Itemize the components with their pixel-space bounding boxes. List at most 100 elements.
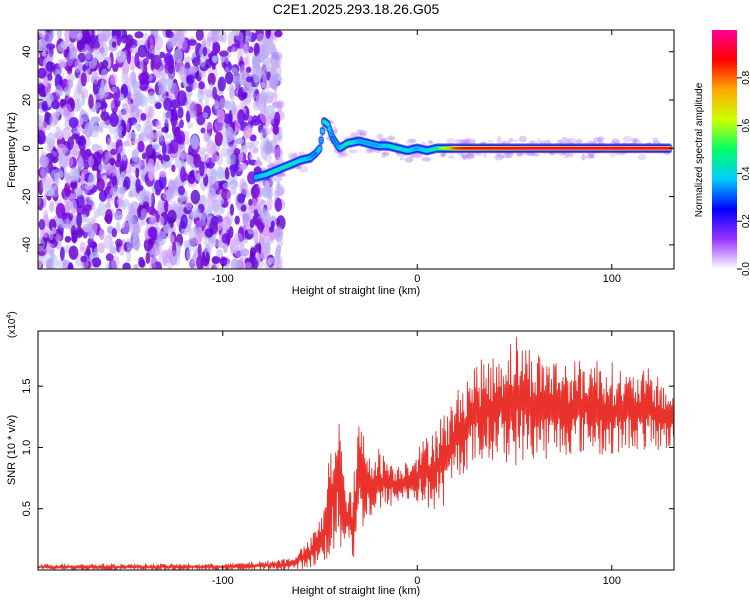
halo-cell: [532, 153, 540, 157]
noise-cell: [152, 261, 162, 269]
noise-cell: [148, 166, 155, 182]
halo-cell: [610, 153, 616, 158]
noise-cell: [186, 248, 191, 261]
noise-cell: [170, 200, 178, 212]
noise-cell: [189, 110, 197, 119]
noise-cell: [268, 179, 274, 193]
noise-cell: [114, 159, 123, 168]
noise-cell: [55, 233, 62, 243]
noise-cell: [262, 59, 270, 71]
noise-cell: [38, 38, 48, 54]
noise-cell: [260, 82, 266, 89]
spectrogram-y-axis-label: Frequency (Hz): [6, 112, 18, 188]
noise-cell: [226, 156, 231, 165]
halo-cell: [581, 153, 586, 161]
noise-cell: [138, 79, 149, 91]
halo-cell: [428, 140, 434, 145]
noise-cell: [176, 130, 186, 145]
noise-cell: [221, 138, 229, 148]
noise-cell: [164, 132, 170, 140]
x-tick-label: 100: [603, 273, 621, 285]
noise-cell: [158, 154, 164, 161]
noise-cell: [148, 248, 157, 264]
noise-cell: [222, 182, 231, 189]
noise-cell: [270, 220, 275, 229]
noise-cell: [230, 43, 238, 52]
noise-cell: [39, 155, 49, 168]
noise-cell: [228, 109, 233, 126]
noise-cell: [84, 189, 95, 196]
halo-cell: [408, 138, 417, 143]
noise-cell: [43, 76, 49, 88]
noise-cell: [97, 242, 105, 254]
noise-cell: [51, 100, 60, 110]
noise-cell: [166, 248, 172, 260]
noise-cell: [143, 190, 151, 205]
y-tick-label: 20: [21, 94, 33, 106]
noise-cell: [163, 52, 173, 65]
noise-cell: [88, 156, 94, 168]
noise-cell: [206, 36, 212, 48]
noise-cell: [244, 41, 250, 55]
colorbar-tick-label: 0.0: [741, 262, 750, 276]
halo-cell: [537, 138, 542, 145]
snr-y-ticks: 0.5 1.0 1.5: [21, 379, 674, 516]
noise-cell: [225, 126, 234, 143]
noise-cell: [207, 72, 216, 86]
trace-cell-core: [327, 127, 331, 131]
noise-cell: [163, 260, 168, 267]
noise-cell: [166, 259, 174, 269]
noise-cell: [221, 233, 231, 244]
noise-cell: [67, 136, 74, 150]
noise-cell: [167, 209, 177, 224]
noise-cell: [38, 256, 43, 269]
noise-cell: [88, 120, 98, 131]
noise-cell: [239, 64, 246, 78]
noise-cell: [49, 30, 55, 40]
halo-cell: [441, 152, 446, 158]
trace-cell-core: [330, 135, 334, 139]
noise-cell: [116, 221, 121, 234]
x-tick-label: 100: [603, 575, 621, 587]
noise-cell: [255, 52, 265, 63]
noise-cell: [270, 264, 280, 269]
noise-cell: [198, 227, 204, 243]
halo-cell: [567, 137, 577, 145]
noise-cell: [221, 188, 231, 201]
noise-cell: [229, 203, 235, 216]
halo-cell: [466, 137, 471, 143]
halo-cell: [299, 165, 309, 173]
noise-cell: [62, 218, 72, 229]
noise-cell: [48, 232, 54, 241]
snr-frame: [37, 330, 675, 571]
noise-cell: [167, 65, 174, 74]
noise-cell: [183, 206, 192, 215]
x-tick-label: 0: [414, 273, 420, 285]
noise-cell: [259, 65, 267, 79]
noise-cell: [173, 83, 178, 98]
noise-cell: [258, 232, 264, 241]
noise-cell: [115, 238, 123, 248]
noise-cell: [64, 30, 71, 43]
halo-cell: [359, 130, 368, 136]
halo-cell: [512, 139, 519, 143]
noise-cell: [231, 101, 237, 116]
noise-cell: [161, 67, 167, 83]
noise-cell: [85, 52, 93, 62]
noise-cell: [136, 39, 144, 47]
noise-cell: [253, 88, 260, 103]
halo-cell: [465, 152, 475, 158]
noise-cell: [247, 46, 254, 54]
noise-cell: [58, 218, 65, 229]
colorbar-tick-label: 0.6: [741, 118, 750, 132]
noise-cell: [113, 128, 122, 142]
noise-cell: [38, 195, 41, 207]
noise-cell: [64, 182, 71, 198]
noise-cell: [265, 141, 273, 155]
noise-cell: [262, 128, 267, 139]
noise-cell: [199, 56, 206, 68]
noise-cell: [63, 103, 72, 117]
noise-cell: [151, 48, 161, 56]
noise-cell: [230, 85, 235, 93]
